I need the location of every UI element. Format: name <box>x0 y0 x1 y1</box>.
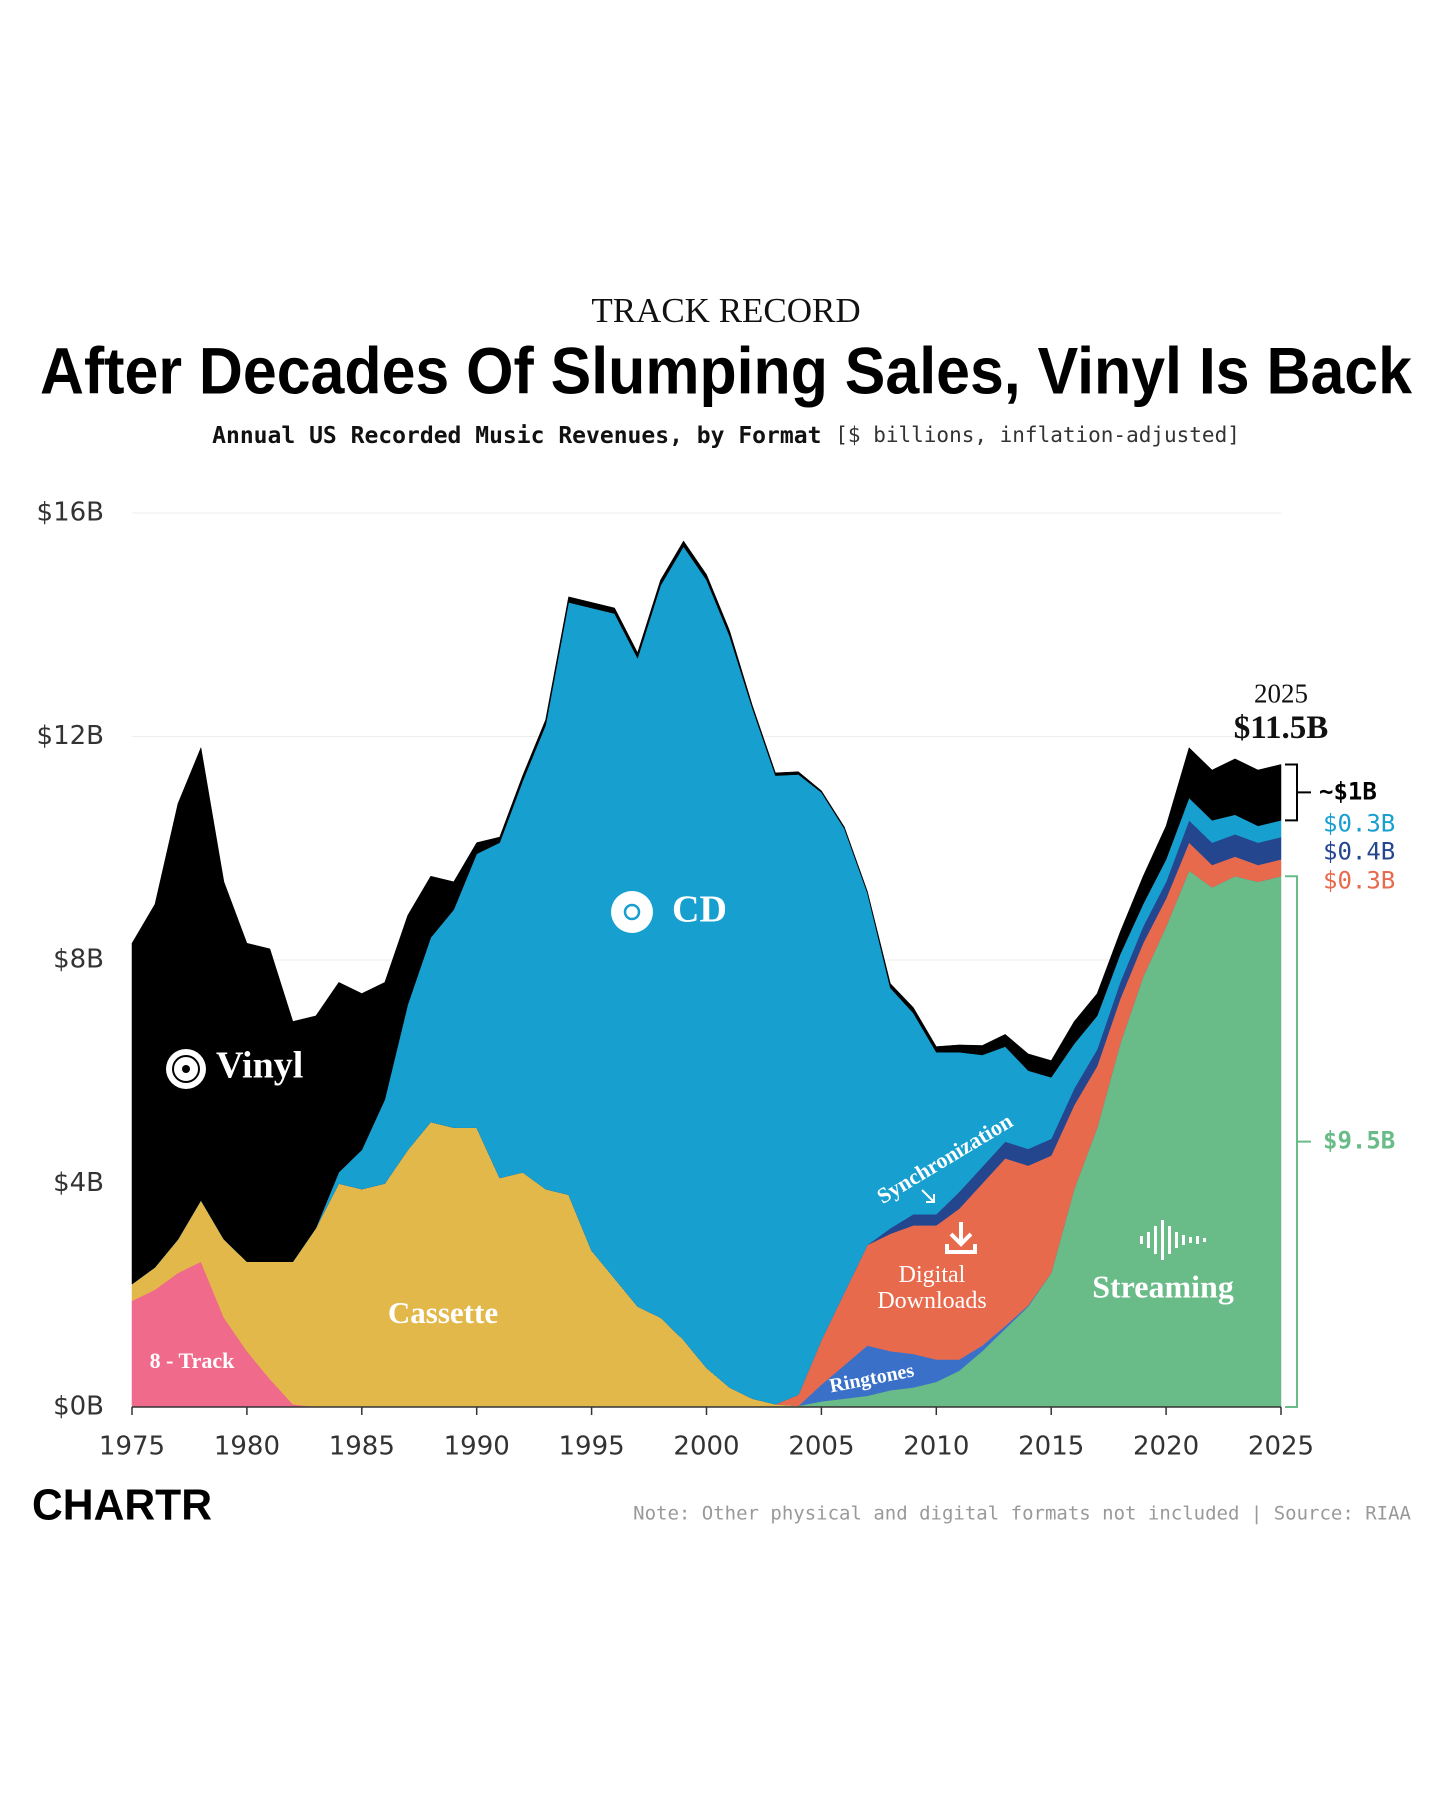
x-tick-label: 1975 <box>99 1432 165 1462</box>
sync-arrow <box>921 1189 935 1203</box>
x-tick-label: 2020 <box>1133 1432 1199 1462</box>
area-label-downloads: Digital Downloads <box>877 1262 987 1314</box>
x-tick-label: 2010 <box>903 1432 969 1462</box>
x-tick-label: 1980 <box>214 1432 280 1462</box>
kicker: TRACK RECORD <box>591 291 860 330</box>
x-tick-label: 2005 <box>788 1432 854 1462</box>
download-icon <box>945 1222 977 1254</box>
streaming-icon <box>1140 1220 1206 1260</box>
end-total: $11.5B <box>1234 710 1328 746</box>
end-label-downloads: $0.3B <box>1323 866 1395 894</box>
note: Note: Other physical and digital formats… <box>633 1503 1411 1525</box>
area-label: Streaming <box>1092 1268 1234 1304</box>
y-tick-label: $16B <box>37 498 104 528</box>
area-label: Vinyl <box>216 1045 303 1087</box>
area-label: CD <box>672 889 727 931</box>
x-tick-label: 1995 <box>559 1432 625 1462</box>
end-label-streaming: $9.5B <box>1323 1127 1395 1155</box>
y-tick-label: $0B <box>53 1392 104 1422</box>
subtitle-main: Annual US Recorded Music Revenues, by Fo… <box>212 423 821 449</box>
area-label: Cassette <box>388 1295 498 1330</box>
x-tick-label: 1990 <box>444 1432 510 1462</box>
streaming-bracket <box>1285 875 1311 1408</box>
end-label-cd: $0.3B <box>1323 809 1395 837</box>
end-label-sync: $0.4B <box>1323 837 1395 865</box>
axes: $0B $4B $8B $12B $16B 1975 1980 1985 1990 1995 200… <box>37 498 1315 1462</box>
y-tick-label: $8B <box>53 945 104 975</box>
x-tick-label: 1985 <box>329 1432 395 1462</box>
cd-icon <box>611 891 653 933</box>
areas <box>131 540 1282 1408</box>
end-year: 2025 <box>1254 679 1308 709</box>
y-tick-label: $12B <box>37 721 104 751</box>
x-tick-label: 2000 <box>673 1432 739 1462</box>
area-label: 8 - Track <box>150 1348 235 1373</box>
logo: CHARTR <box>32 1481 212 1530</box>
subtitle: Annual US Recorded Music Revenues, by Fo… <box>212 423 1240 449</box>
y-tick-label: $4B <box>53 1168 104 1198</box>
end-label-vinyl: ~$1B <box>1319 777 1377 805</box>
vinyl-icon <box>166 1049 206 1089</box>
vinyl-bracket <box>1285 763 1311 822</box>
area <box>131 540 1282 1285</box>
x-tick-label: 2015 <box>1018 1432 1084 1462</box>
x-tick-label: 2025 <box>1248 1432 1314 1462</box>
chart-title: After Decades Of Slumping Sales, Vinyl I… <box>40 333 1412 407</box>
subtitle-units: [$ billions, inflation-adjusted] <box>835 423 1240 447</box>
